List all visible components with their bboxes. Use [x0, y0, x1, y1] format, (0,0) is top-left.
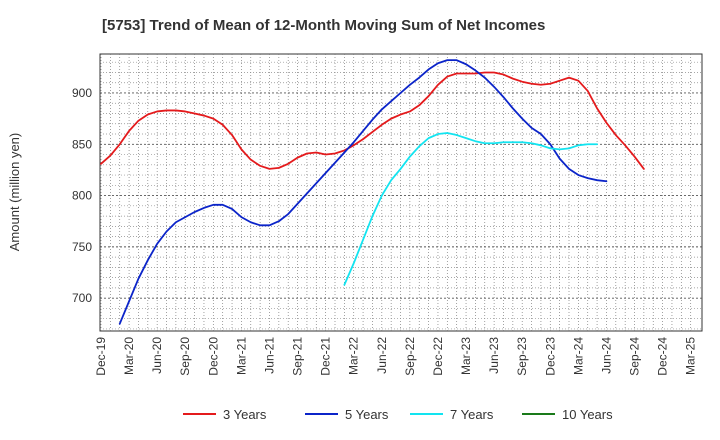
y-tick-label: 750	[72, 240, 92, 254]
x-tick-label: Sep-21	[291, 337, 305, 376]
x-tick-label: Mar-20	[122, 337, 136, 375]
series-lines	[100, 59, 645, 325]
x-tick-label: Jun-24	[599, 337, 613, 374]
x-tick-label: Sep-24	[628, 337, 642, 376]
x-tick-label: Dec-19	[94, 337, 108, 376]
x-axis-tick-labels: Dec-19 Mar-20 Jun-20 Sep-20 Dec-20 Mar-21 Jun-…	[94, 337, 698, 376]
x-tick-label: Mar-22	[347, 337, 361, 375]
x-tick-label: Dec-21	[319, 337, 333, 376]
x-tick-label: Jun-20	[150, 337, 164, 374]
x-tick-label: Mar-21	[234, 337, 248, 375]
chart-title: [5753] Trend of Mean of 12-Month Moving …	[102, 17, 545, 34]
horizontal-gridlines	[100, 61, 702, 330]
x-tick-label: Jun-22	[375, 337, 389, 374]
y-axis-tick-labels: 700 750 800 850 900	[72, 86, 92, 305]
y-tick-label: 900	[72, 86, 92, 100]
vertical-gridlines	[100, 54, 692, 331]
legend: 3 Years 5 Years 7 Years 10 Years	[183, 407, 613, 422]
x-tick-label: Jun-23	[487, 337, 501, 374]
plot-area	[99, 53, 703, 332]
series-line-3-years	[100, 71, 645, 170]
x-tick-label: Sep-20	[178, 337, 192, 376]
y-tick-label: 850	[72, 137, 92, 151]
x-tick-label: Mar-23	[459, 337, 473, 375]
x-tick-label: Sep-23	[515, 337, 529, 376]
y-tick-label: 700	[72, 291, 92, 305]
legend-label: 10 Years	[562, 407, 613, 422]
x-tick-label: Sep-22	[403, 337, 417, 376]
series-line-5-years	[118, 59, 608, 325]
x-tick-label: Dec-20	[206, 337, 220, 376]
x-tick-label: Mar-25	[684, 337, 698, 375]
series-line-7-years	[343, 132, 598, 286]
y-axis-label: Amount (million yen)	[7, 133, 22, 252]
legend-label: 3 Years	[223, 407, 267, 422]
x-tick-label: Dec-23	[543, 337, 557, 376]
y-tick-label: 800	[72, 189, 92, 203]
legend-label: 5 Years	[345, 407, 389, 422]
x-tick-label: Mar-24	[571, 337, 585, 375]
x-tick-label: Dec-24	[656, 337, 670, 376]
legend-label: 7 Years	[450, 407, 494, 422]
x-tick-label: Dec-22	[431, 337, 445, 376]
x-tick-label: Jun-21	[262, 337, 276, 374]
